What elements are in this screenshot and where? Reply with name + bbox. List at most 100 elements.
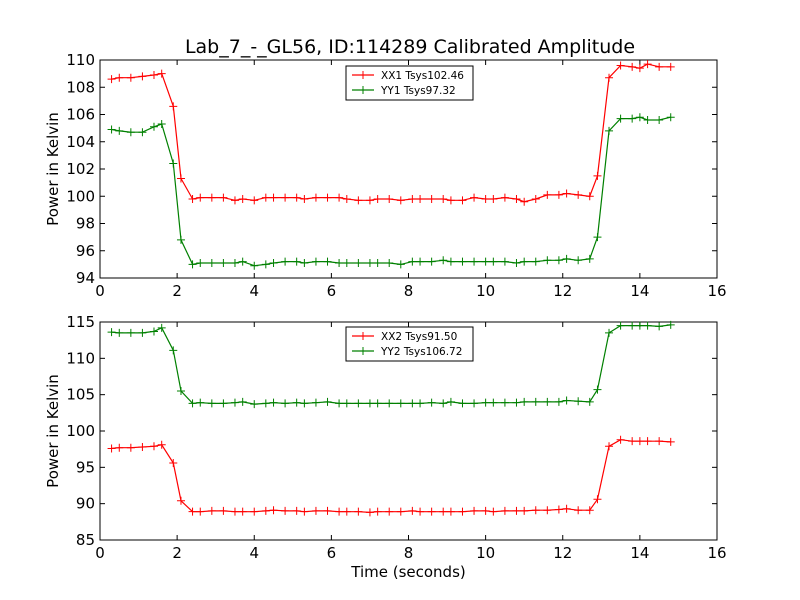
data-point xyxy=(261,260,270,269)
data-point xyxy=(574,190,583,199)
data-point xyxy=(115,443,124,452)
data-point xyxy=(458,507,467,516)
x-tick-label: 16 xyxy=(707,282,726,300)
y-tick-label: 95 xyxy=(76,458,95,476)
data-point xyxy=(643,60,652,69)
data-point xyxy=(342,507,351,516)
data-point xyxy=(489,398,498,407)
data-point xyxy=(655,115,664,124)
data-point xyxy=(269,398,278,407)
data-point xyxy=(531,397,540,406)
data-point xyxy=(238,397,247,406)
data-point xyxy=(396,507,405,516)
y-axis-label: Power in Kelvin xyxy=(44,374,62,488)
data-point xyxy=(138,128,147,137)
legend-label: XX1 Tsys102.46 xyxy=(381,70,464,82)
data-point xyxy=(655,322,664,331)
data-point xyxy=(176,387,185,396)
data-point xyxy=(292,257,301,266)
x-tick-label: 8 xyxy=(404,544,414,562)
data-point xyxy=(416,257,425,266)
data-point xyxy=(365,508,374,517)
data-point xyxy=(531,194,540,203)
data-point xyxy=(585,506,594,515)
data-point xyxy=(269,506,278,515)
data-point xyxy=(655,62,664,71)
y-tick-label: 98 xyxy=(76,215,95,233)
data-point xyxy=(269,259,278,268)
data-point xyxy=(481,506,490,515)
data-point xyxy=(481,257,490,266)
data-point xyxy=(666,62,675,71)
data-point xyxy=(354,507,363,516)
data-point xyxy=(238,507,247,516)
data-point xyxy=(169,458,178,467)
data-point xyxy=(512,506,521,515)
data-point xyxy=(616,61,625,70)
data-point xyxy=(520,397,529,406)
data-point xyxy=(574,256,583,265)
data-point xyxy=(373,194,382,203)
data-point xyxy=(500,193,509,202)
data-point xyxy=(207,193,216,202)
data-point xyxy=(616,435,625,444)
data-point xyxy=(470,193,479,202)
data-point xyxy=(196,259,205,268)
data-point xyxy=(416,194,425,203)
x-tick-label: 4 xyxy=(249,282,259,300)
data-point xyxy=(138,328,147,337)
data-point xyxy=(169,159,178,168)
y-tick-label: 100 xyxy=(66,422,95,440)
x-tick-label: 2 xyxy=(172,282,182,300)
data-point xyxy=(261,399,270,408)
data-point xyxy=(562,189,571,198)
data-point xyxy=(250,261,259,270)
data-point xyxy=(138,72,147,81)
data-point xyxy=(157,440,166,449)
data-point xyxy=(531,257,540,266)
x-tick-label: 10 xyxy=(476,282,495,300)
data-point xyxy=(219,259,228,268)
data-point xyxy=(230,259,239,268)
data-point xyxy=(311,506,320,515)
data-point xyxy=(385,507,394,516)
data-point xyxy=(149,442,158,451)
data-point xyxy=(196,398,205,407)
data-point xyxy=(300,507,309,516)
data-point xyxy=(605,328,614,337)
data-point xyxy=(512,259,521,268)
data-point xyxy=(593,495,602,504)
data-point xyxy=(605,73,614,82)
x-tick-label: 10 xyxy=(476,544,495,562)
data-point xyxy=(261,506,270,515)
data-point xyxy=(188,399,197,408)
data-point xyxy=(562,504,571,513)
data-point xyxy=(300,259,309,268)
data-point xyxy=(250,400,259,409)
data-point xyxy=(149,327,158,336)
data-point xyxy=(554,190,563,199)
data-point xyxy=(616,114,625,123)
data-point xyxy=(207,506,216,515)
data-point xyxy=(335,399,344,408)
data-point xyxy=(281,257,290,266)
data-point xyxy=(373,399,382,408)
data-point xyxy=(628,62,637,71)
legend-box xyxy=(345,65,474,101)
data-point xyxy=(470,257,479,266)
data-point xyxy=(520,506,529,515)
data-point xyxy=(439,194,448,203)
data-point xyxy=(149,70,158,79)
data-point xyxy=(628,437,637,446)
data-point xyxy=(531,506,540,515)
x-tick-label: 2 xyxy=(172,544,182,562)
data-point xyxy=(342,259,351,268)
data-point xyxy=(365,399,374,408)
data-point xyxy=(207,259,216,268)
x-tick-label: 6 xyxy=(327,544,337,562)
data-point xyxy=(323,257,332,266)
data-point xyxy=(593,233,602,242)
data-point xyxy=(230,507,239,516)
data-point xyxy=(107,328,116,337)
data-point xyxy=(396,399,405,408)
